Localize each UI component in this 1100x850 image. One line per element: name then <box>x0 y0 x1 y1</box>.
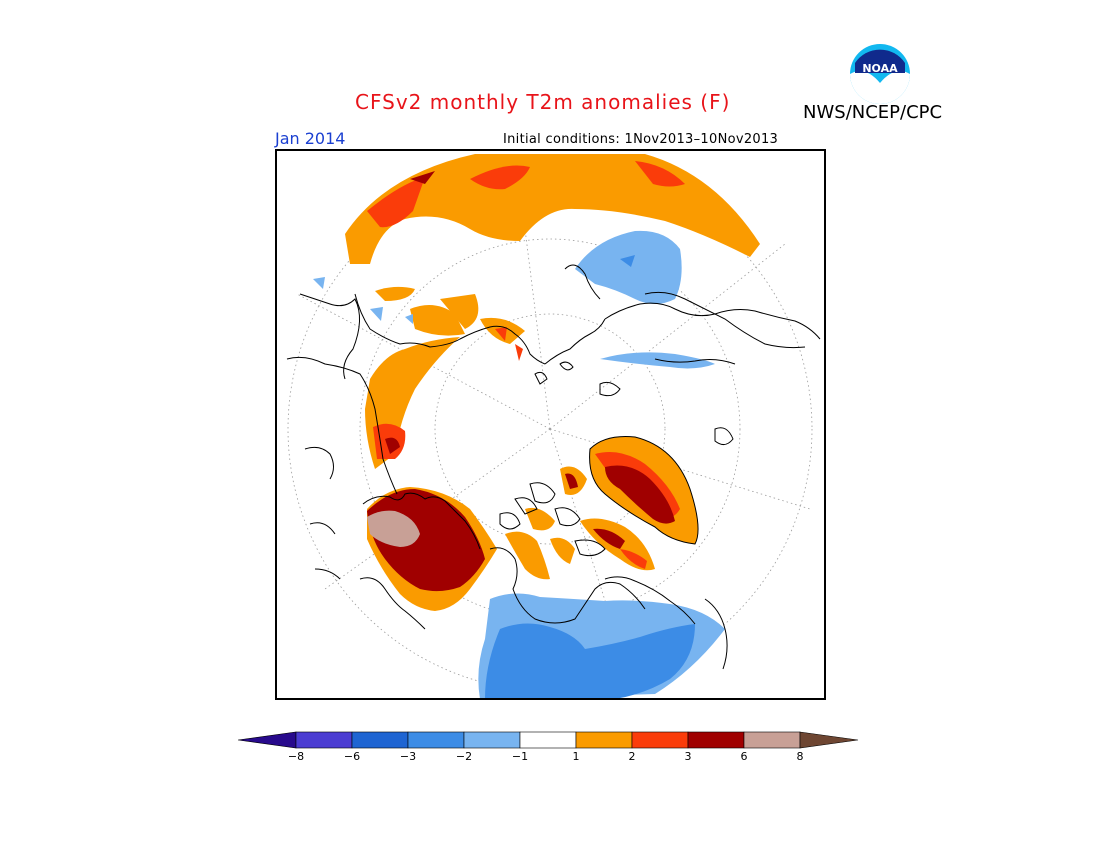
colorbar-tick-label: −1 <box>511 750 529 763</box>
anomaly-europe-strong-3 <box>635 161 685 187</box>
logo-text: NOAA <box>862 62 898 75</box>
valid-month-label: Jan 2014 <box>275 129 346 148</box>
colorbar-tick-label: 3 <box>684 750 692 763</box>
colorbar-tick-label: −2 <box>455 750 473 763</box>
organization-label: NWS/NCEP/CPC <box>803 102 943 123</box>
colorbar <box>238 731 859 749</box>
cold-anomalies <box>313 230 725 699</box>
colorbar-segment <box>743 731 801 749</box>
colorbar-arrow-high <box>799 731 859 749</box>
colorbar-tick-label: −6 <box>343 750 361 763</box>
anomaly-asia-cold <box>575 230 682 304</box>
anomaly-canada-cold-strong <box>485 623 695 699</box>
coastlines <box>286 264 821 670</box>
colorbar-segment <box>407 731 465 749</box>
noaa-logo: NOAA <box>850 44 910 104</box>
colorbar-tick-label: 8 <box>796 750 804 763</box>
anomaly-europe-strong <box>367 177 425 228</box>
anomaly-alaska-extreme <box>367 510 420 547</box>
anomaly-greenland-strong <box>605 465 675 524</box>
anomaly-europe-strong-2 <box>470 165 530 190</box>
colorbar-segment <box>687 731 745 749</box>
polar-map <box>275 149 826 700</box>
colorbar-tick-label: 1 <box>572 750 580 763</box>
colorbar-tick-label: −3 <box>399 750 417 763</box>
colorbar-segment <box>295 731 353 749</box>
initial-conditions-label: Initial conditions: 1Nov2013–10Nov2013 <box>503 132 779 147</box>
colorbar-tick-label: −8 <box>287 750 305 763</box>
colorbar-tick-label: 6 <box>740 750 748 763</box>
colorbar-segment <box>463 731 521 749</box>
warm-anomalies <box>345 154 760 611</box>
colorbar-segment <box>631 731 689 749</box>
colorbar-arrow-low <box>238 731 297 749</box>
colorbar-segment <box>351 731 409 749</box>
colorbar-segment <box>519 731 577 749</box>
chart-title: CFSv2 monthly T2m anomalies (F) <box>355 90 731 114</box>
colorbar-tick-label: 2 <box>628 750 636 763</box>
colorbar-segment <box>575 731 633 749</box>
